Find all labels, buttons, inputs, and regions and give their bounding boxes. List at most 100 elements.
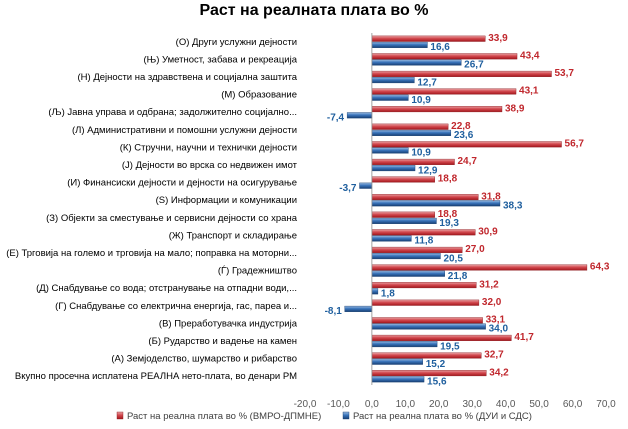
x-tick-label: 50,0 xyxy=(529,399,549,410)
bar-red xyxy=(371,211,435,218)
bar-blue xyxy=(344,305,373,312)
data-label-red: 30,9 xyxy=(478,227,498,238)
data-label-blue: 19,3 xyxy=(439,218,459,229)
category-label: (Б) Рударство и вадење на камен xyxy=(148,336,297,347)
data-label-red: 64,3 xyxy=(590,262,610,273)
bar-red xyxy=(371,88,517,95)
bar-red xyxy=(371,123,449,130)
bar-blue xyxy=(371,41,428,48)
category-label: (З) Објекти за сместување и сервисни деј… xyxy=(46,213,298,224)
category-labels: (О) Други услужни дејности (Њ) Уметност, … xyxy=(6,37,298,382)
data-label-red: 43,4 xyxy=(520,51,540,62)
bar-red xyxy=(371,334,512,341)
data-label-red: 41,7 xyxy=(514,332,534,343)
category-label: Вкупно просечна исплатена РЕАЛНА нето-пл… xyxy=(15,371,297,382)
bar-blue xyxy=(371,77,415,84)
bar-red xyxy=(371,35,486,42)
bar-blue xyxy=(371,253,441,260)
data-label-red: 27,0 xyxy=(465,244,485,255)
bar-blue xyxy=(371,94,409,101)
category-label: (Д) Снабдување со вода; отстранување на … xyxy=(36,283,297,294)
data-label-blue: 10,9 xyxy=(411,148,431,159)
x-tick-label: -10,0 xyxy=(327,399,350,410)
data-label-blue: 19,5 xyxy=(440,341,460,352)
bar-red xyxy=(371,106,503,113)
category-label: (Е) Трговија на големо и трговија на мал… xyxy=(6,248,297,259)
x-tick-label: 70,0 xyxy=(596,399,616,410)
data-label-blue: 38,3 xyxy=(503,201,523,212)
bar-blue xyxy=(359,182,373,189)
bar-blue xyxy=(371,129,452,136)
x-tick-label: 30,0 xyxy=(462,399,482,410)
value-labels: 33,9 16,6 43,4 26,7 53,7 12,7 43,1 10,9 38,9 -7,4… xyxy=(325,33,610,388)
data-label-blue: 15,2 xyxy=(426,359,446,370)
data-label-red: 43,1 xyxy=(519,86,539,97)
category-label: (Ѕ) Информации и комуникации xyxy=(156,195,297,206)
data-label-red: 34,2 xyxy=(489,367,509,378)
bar-red xyxy=(371,370,487,377)
data-label-red: 53,7 xyxy=(554,68,574,79)
bars xyxy=(344,35,588,383)
data-label-blue: 12,7 xyxy=(417,77,437,88)
category-label: (В) Преработувачка индустрија xyxy=(159,318,298,329)
x-tick-label: 40,0 xyxy=(496,399,516,410)
data-label-red: 31,2 xyxy=(479,279,499,290)
legend-swatch-red xyxy=(116,411,124,420)
bar-red xyxy=(371,264,588,271)
data-label-blue: 20,5 xyxy=(443,253,463,264)
bar-red xyxy=(371,158,455,165)
bar-blue xyxy=(371,165,416,172)
bar-blue xyxy=(371,217,437,224)
data-label-red: 33,1 xyxy=(486,315,506,326)
data-label-blue: 26,7 xyxy=(464,60,484,71)
x-tick-label: 20,0 xyxy=(429,399,449,410)
bar-red xyxy=(371,194,479,201)
data-label-blue: 10,9 xyxy=(411,95,431,106)
category-label: (М) Образование xyxy=(221,90,297,101)
bar-red xyxy=(371,53,518,60)
bar-blue xyxy=(371,376,425,383)
category-label: (А) Земјоделство, шумарство и рибарство xyxy=(111,354,297,365)
bar-blue xyxy=(371,147,409,154)
data-label-red: 32,0 xyxy=(482,297,502,308)
data-label-red: 24,7 xyxy=(457,156,477,167)
data-label-red: 22,8 xyxy=(451,121,471,132)
data-label-red: 32,7 xyxy=(484,350,504,361)
bar-red xyxy=(371,246,463,253)
data-label-red: 56,7 xyxy=(565,139,585,150)
x-tick-label: 0,0 xyxy=(365,399,379,410)
data-label-blue: -7,4 xyxy=(327,113,345,124)
x-tick-label: 10,0 xyxy=(396,399,416,410)
legend-label-blue: Раст на реална плата во % (ДУИ и СДС) xyxy=(353,411,532,422)
category-label: (И) Финансиски дејности и дејности на ос… xyxy=(67,178,297,189)
data-label-red: 18,8 xyxy=(438,209,458,220)
data-label-red: 38,9 xyxy=(505,103,525,114)
bar-red xyxy=(371,299,480,306)
x-tick-label: -20,0 xyxy=(294,399,317,410)
bar-red xyxy=(371,282,477,289)
bar-red xyxy=(371,176,435,183)
x-axis: -20,0 -10,0 0,0 10,0 20,0 30,0 40,0 50,0 60,0 70,… xyxy=(294,33,616,410)
category-label: (К) Стручни, научни и технички дејности xyxy=(120,142,297,153)
legend: Раст на реална плата во % (ВМРО-ДПМНЕ) Ра… xyxy=(116,411,532,422)
data-label-red: 33,9 xyxy=(488,33,508,44)
bar-red xyxy=(371,352,482,359)
data-label-blue: 1,8 xyxy=(381,289,395,300)
data-label-blue: 34,0 xyxy=(489,324,509,335)
category-label: (Љ) Јавна управа и одбрана; задолжително… xyxy=(48,107,297,118)
legend-swatch-blue xyxy=(342,411,350,420)
bar-blue xyxy=(371,235,412,242)
category-label: (О) Други услужни дејности xyxy=(176,37,297,48)
category-label: (Њ) Уметност, забава и рекреација xyxy=(143,54,297,65)
bar-blue xyxy=(371,288,379,295)
data-label-blue: 23,6 xyxy=(454,130,474,141)
bar-red xyxy=(371,229,476,236)
legend-label-red: Раст на реална плата во % (ВМРО-ДПМНЕ) xyxy=(127,411,321,422)
x-tick-label: 60,0 xyxy=(563,399,583,410)
data-label-red: 31,8 xyxy=(481,191,501,202)
data-label-blue: -3,7 xyxy=(339,183,357,194)
category-label: (Л) Административни и помошни услужни де… xyxy=(72,125,297,136)
bar-red xyxy=(371,70,552,77)
category-label: (Ж) Транспорт и складирање xyxy=(169,230,297,241)
